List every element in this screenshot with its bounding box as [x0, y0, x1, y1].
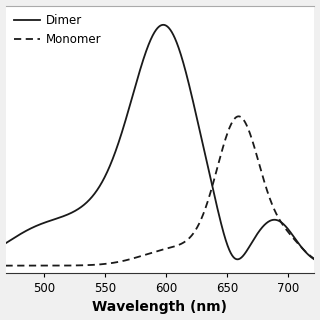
Dimer	[161, 23, 165, 27]
Monomer	[31, 264, 35, 268]
Dimer	[316, 260, 320, 263]
Line: Dimer: Dimer	[0, 25, 320, 264]
Dimer	[51, 218, 55, 222]
X-axis label: Wavelength (nm): Wavelength (nm)	[92, 300, 228, 315]
Dimer	[281, 221, 284, 225]
Line: Monomer: Monomer	[0, 116, 320, 266]
Monomer	[281, 222, 284, 226]
Dimer	[134, 82, 138, 86]
Monomer	[316, 259, 320, 263]
Dimer	[31, 225, 35, 229]
Monomer	[51, 264, 55, 268]
Legend: Dimer, Monomer: Dimer, Monomer	[12, 12, 104, 48]
Monomer	[120, 259, 124, 263]
Dimer	[120, 131, 124, 135]
Monomer	[134, 256, 138, 260]
Monomer	[237, 115, 241, 118]
